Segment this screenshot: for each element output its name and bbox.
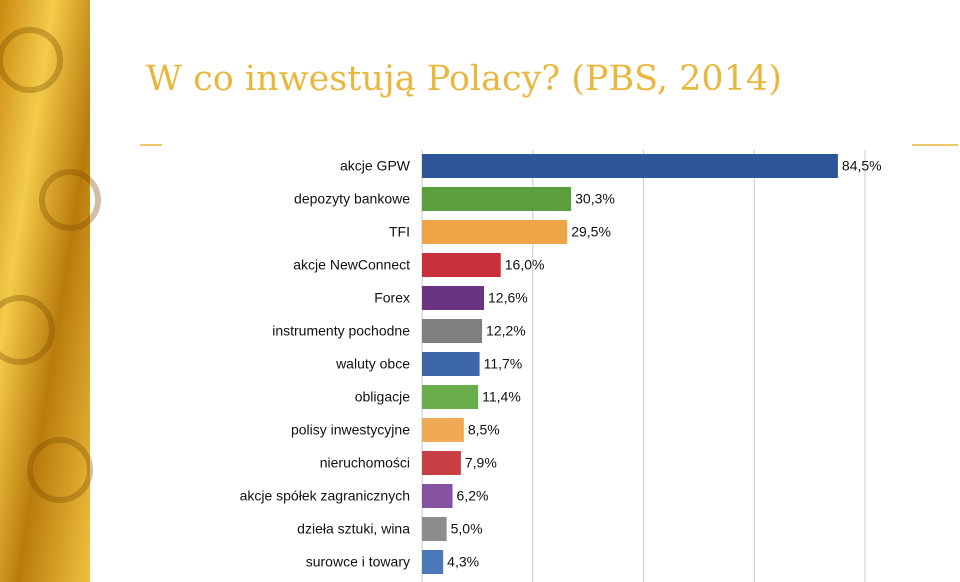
- category-label: dzieła sztuki, wina: [297, 521, 410, 537]
- slide-title: W co inwestują Polacy? (PBS, 2014): [146, 59, 782, 99]
- category-label: polisy inwestycyjne: [291, 422, 410, 438]
- category-label: waluty obce: [335, 356, 410, 372]
- bar: [422, 319, 483, 343]
- category-label: akcje NewConnect: [293, 257, 410, 273]
- bar: [422, 385, 479, 409]
- category-label: TFI: [389, 224, 410, 240]
- plot: akcje GPW 84,5% depozyty bankowe 30,3% TFI 29…: [240, 150, 882, 582]
- bar: [422, 253, 501, 277]
- value-label: 7,9%: [465, 455, 497, 471]
- value-label: 6,2%: [457, 488, 489, 504]
- value-label: 16,0%: [505, 257, 545, 273]
- category-label: surowce i towary: [306, 554, 410, 570]
- value-label: 30,3%: [575, 191, 615, 207]
- category-label: akcje spółek zagranicznych: [240, 488, 410, 504]
- bar: [422, 220, 568, 244]
- value-label: 4,3%: [447, 554, 479, 570]
- value-label: 29,5%: [571, 224, 611, 240]
- value-label: 12,6%: [488, 290, 528, 306]
- category-label: Forex: [374, 290, 410, 306]
- bar: [422, 352, 480, 376]
- value-label: 11,4%: [482, 389, 521, 405]
- bar: [422, 154, 838, 178]
- bar: [422, 451, 461, 475]
- category-label: obligacje: [355, 389, 410, 405]
- value-label: 8,5%: [468, 422, 500, 438]
- bar: [422, 550, 444, 574]
- decorative-strip: [0, 0, 90, 582]
- bar: [422, 517, 447, 541]
- bar: [422, 286, 485, 310]
- value-label: 11,7%: [484, 356, 523, 372]
- bar: [422, 484, 453, 508]
- bar: [422, 187, 572, 211]
- category-label: instrumenty pochodne: [272, 323, 410, 339]
- decor-symbols: [0, 27, 101, 503]
- value-label: 84,5%: [842, 158, 882, 174]
- category-label: depozyty bankowe: [294, 191, 410, 207]
- value-label: 5,0%: [451, 521, 483, 537]
- value-label: 12,2%: [486, 323, 526, 339]
- category-label: akcje GPW: [340, 158, 411, 174]
- category-label: nieruchomości: [320, 455, 410, 471]
- bar: [422, 418, 464, 442]
